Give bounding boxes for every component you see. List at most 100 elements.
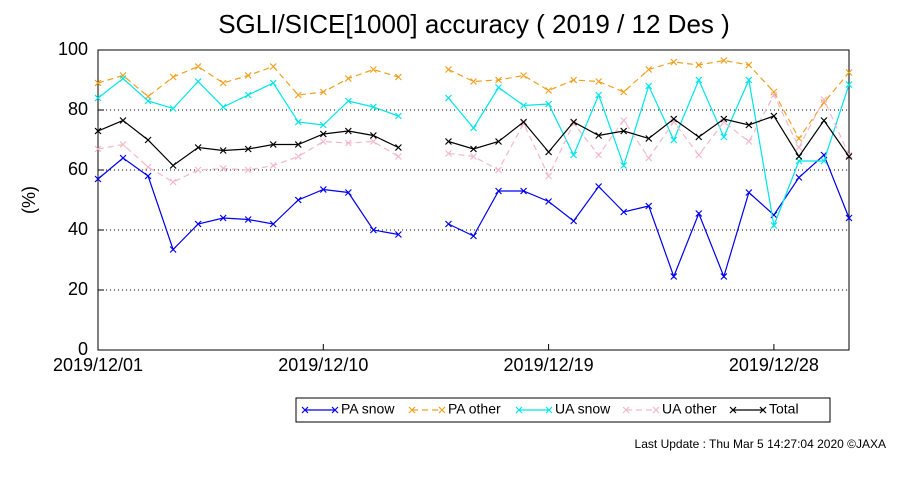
point-marker — [294, 91, 302, 99]
point-marker — [495, 166, 502, 174]
point-marker — [620, 117, 628, 124]
point-marker — [445, 94, 452, 102]
point-marker — [369, 138, 377, 145]
series-line — [97, 153, 850, 279]
point-marker — [820, 117, 828, 124]
point-marker — [645, 66, 653, 73]
point-marker — [344, 75, 352, 82]
point-marker — [294, 153, 302, 160]
point-marker — [820, 96, 828, 103]
point-marker — [269, 141, 277, 148]
point-marker — [545, 148, 553, 156]
x-tick-label: 2019/12/19 — [504, 355, 594, 375]
point-marker — [244, 72, 252, 79]
y-tick-label: 0 — [78, 339, 88, 359]
point-marker — [545, 87, 553, 94]
point-marker — [169, 105, 177, 112]
point-marker — [94, 145, 102, 153]
point-marker — [244, 91, 252, 99]
point-marker — [845, 153, 853, 160]
point-marker — [294, 196, 302, 204]
point-marker — [495, 138, 502, 145]
point-marker — [219, 79, 227, 87]
point-marker — [745, 76, 753, 84]
point-marker — [745, 61, 753, 69]
point-marker — [470, 153, 477, 160]
point-marker — [294, 141, 302, 148]
point-marker — [445, 150, 452, 157]
point-marker — [319, 130, 327, 138]
point-marker — [445, 220, 452, 228]
point-marker — [269, 63, 277, 70]
series-line — [97, 59, 850, 140]
y-tick-label: 60 — [68, 159, 88, 179]
point-marker — [119, 75, 127, 82]
point-marker — [570, 118, 578, 126]
point-marker — [695, 133, 703, 141]
point-marker — [445, 138, 452, 145]
point-marker — [720, 133, 728, 141]
point-marker — [695, 76, 703, 84]
point-marker — [845, 214, 853, 222]
point-marker — [595, 91, 603, 99]
point-marker — [670, 115, 678, 123]
point-marker — [545, 198, 553, 205]
point-marker — [820, 157, 828, 165]
point-marker — [119, 72, 127, 79]
legend-label: Total — [769, 401, 799, 417]
legend-label: UA snow — [555, 401, 611, 417]
plot-frame — [97, 49, 850, 351]
point-marker — [94, 175, 102, 183]
point-marker — [344, 97, 352, 105]
point-marker — [169, 73, 177, 81]
point-marker — [194, 144, 202, 151]
point-marker — [645, 82, 653, 90]
legend-label: UA other — [662, 401, 717, 417]
y-tick-label: 20 — [68, 279, 88, 299]
point-marker — [495, 84, 502, 91]
legend-marker — [408, 406, 446, 414]
x-tick-label: 2019/12/10 — [278, 355, 368, 375]
point-marker — [745, 138, 753, 145]
point-marker — [770, 91, 778, 99]
legend-label: PA other — [448, 401, 501, 417]
point-marker — [520, 102, 527, 109]
legend-box — [295, 397, 831, 423]
point-marker — [645, 154, 653, 162]
point-marker — [595, 132, 603, 139]
point-marker — [144, 136, 152, 144]
point-marker — [670, 273, 678, 280]
point-marker — [570, 120, 578, 127]
point-marker — [470, 232, 477, 240]
footer: Last Update : Thu Mar 5 14:27:04 2020 ©J… — [635, 437, 886, 451]
point-marker — [470, 78, 477, 85]
point-marker — [595, 183, 603, 190]
point-marker — [144, 97, 152, 105]
point-marker — [219, 214, 227, 222]
point-marker — [820, 99, 828, 106]
point-marker — [520, 187, 527, 195]
chart-title: SGLI/SICE[1000] accuracy ( 2019 / 12 Des… — [218, 9, 730, 39]
point-marker — [244, 216, 252, 223]
y-tick-label: 80 — [68, 99, 88, 119]
point-marker — [269, 162, 277, 169]
point-marker — [194, 63, 202, 70]
point-marker — [570, 76, 578, 84]
point-marker — [294, 118, 302, 126]
point-marker — [720, 273, 728, 280]
series-line — [97, 77, 850, 228]
point-marker — [369, 103, 377, 111]
point-marker — [770, 222, 778, 229]
point-marker — [219, 147, 227, 154]
point-marker — [94, 127, 102, 135]
point-marker — [394, 144, 402, 151]
point-marker — [169, 178, 177, 186]
point-marker — [545, 172, 553, 180]
point-marker — [394, 112, 402, 120]
point-marker — [269, 79, 277, 87]
point-marker — [695, 61, 703, 69]
y-tick-label: 100 — [58, 39, 88, 59]
point-marker — [645, 202, 653, 210]
y-tick-label: 40 — [68, 219, 88, 239]
